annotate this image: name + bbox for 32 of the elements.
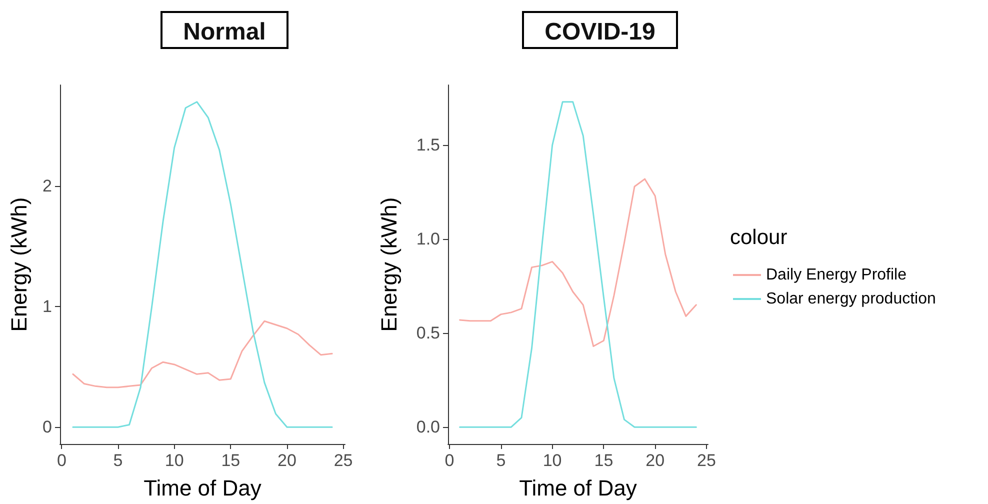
y-tick-label: 0.5: [416, 324, 440, 343]
line-series: [459, 101, 697, 428]
y-tick-label: 2: [42, 176, 52, 196]
legend-label: Solar energy production: [766, 290, 936, 308]
x-tick-label: 10: [542, 451, 562, 470]
legend-title: colour: [730, 226, 788, 249]
x-tick-label: 20: [646, 451, 665, 470]
y-axis-title: Energy (kWh): [376, 197, 402, 332]
x-tick-label: 0: [444, 451, 454, 470]
line-series: [72, 101, 333, 428]
y-tick-label: 0: [42, 418, 52, 437]
x-tick-label: 0: [56, 451, 66, 470]
legend-label: Daily Energy Profile: [766, 266, 907, 284]
x-axis-title: Time of Day: [519, 476, 637, 500]
x-tick-label: 5: [496, 451, 506, 470]
y-tick-label: 1.5: [416, 136, 440, 155]
chart-title: Normal: [183, 18, 266, 46]
x-tick-label: 25: [334, 451, 353, 470]
y-tick-label: 1.0: [416, 230, 440, 249]
y-axis-title: Energy (kWh): [6, 197, 32, 332]
chart-title: COVID-19: [544, 18, 656, 46]
x-tick-label: 5: [113, 451, 123, 470]
x-tick-label: 10: [164, 451, 184, 470]
x-tick-label: 15: [594, 451, 614, 470]
line-series: [459, 178, 697, 348]
x-tick-label: 25: [697, 451, 716, 470]
x-axis-title: Time of Day: [144, 476, 262, 500]
line-series: [72, 320, 333, 388]
y-tick-label: 1: [42, 297, 52, 316]
x-tick-label: 20: [278, 451, 296, 470]
y-tick-label: 0.0: [416, 418, 440, 437]
x-tick-label: 15: [221, 451, 240, 470]
